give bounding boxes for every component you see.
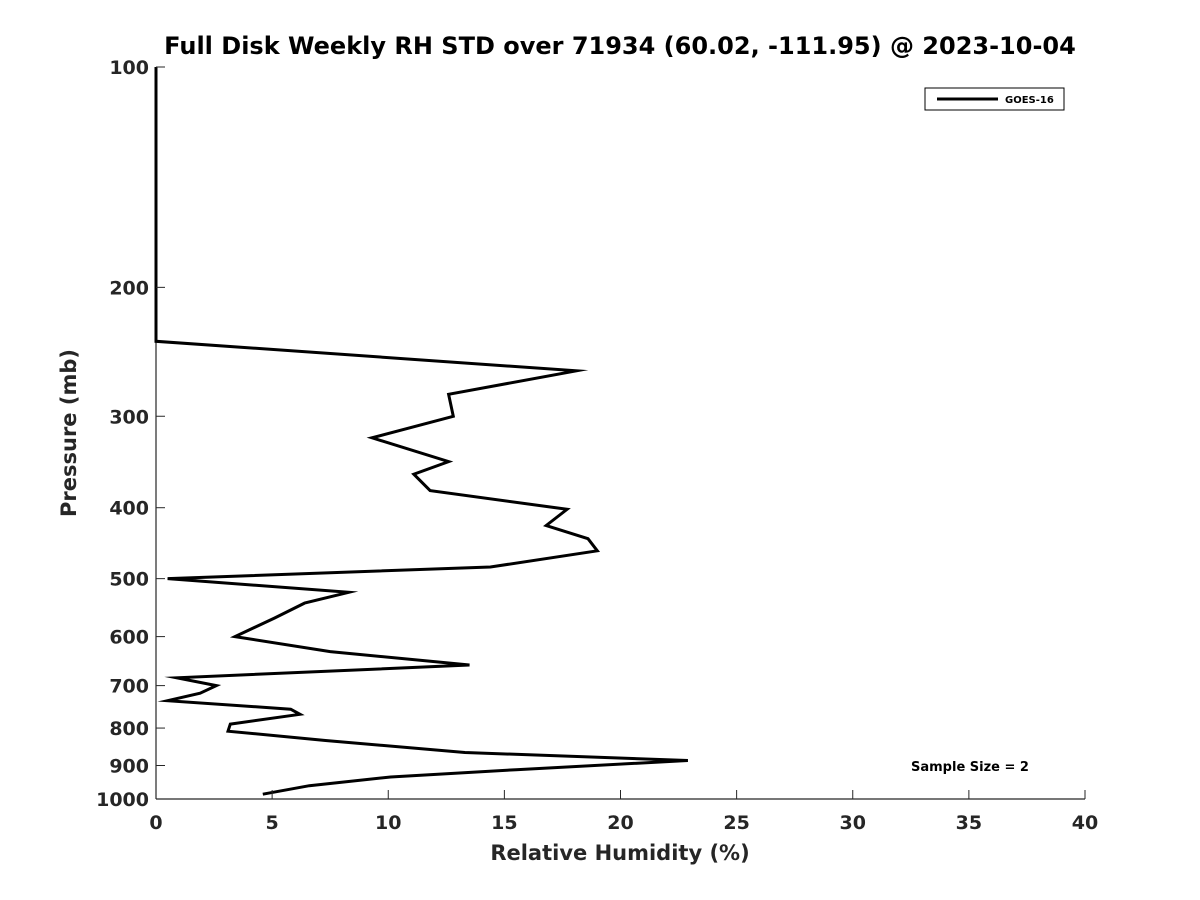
y-axis-label: Pressure (mb) bbox=[57, 349, 81, 517]
x-axis-label: Relative Humidity (%) bbox=[490, 841, 749, 865]
y-tick-label: 200 bbox=[109, 277, 149, 299]
y-tick-label: 800 bbox=[109, 718, 149, 740]
y-tick-label: 300 bbox=[109, 406, 149, 428]
y-tick-label: 500 bbox=[109, 569, 149, 591]
y-tick-label: 100 bbox=[109, 57, 149, 79]
y-tick-label: 700 bbox=[109, 676, 149, 698]
x-tick-label: 20 bbox=[607, 812, 633, 834]
x-tick-label: 0 bbox=[149, 812, 162, 834]
plot-area bbox=[154, 67, 1085, 800]
x-tick-label: 10 bbox=[375, 812, 401, 834]
legend: GOES-16 bbox=[924, 87, 1065, 111]
x-tick-label: 5 bbox=[266, 812, 279, 834]
x-tick-label: 40 bbox=[1072, 812, 1098, 834]
y-tick-label: 900 bbox=[109, 756, 149, 778]
y-tick-label: 600 bbox=[109, 627, 149, 649]
x-tick-label: 15 bbox=[491, 812, 517, 834]
x-tick-label: 35 bbox=[956, 812, 982, 834]
series-line-goes-16 bbox=[154, 67, 688, 796]
x-tick-label: 25 bbox=[723, 812, 749, 834]
sample-size-annotation: Sample Size = 2 bbox=[911, 760, 1029, 775]
y-axis-ticks: 100 200 300 400 500 600 700 800 900 1000 bbox=[96, 57, 165, 811]
y-tick-label: 1000 bbox=[96, 789, 149, 811]
chart-title: Full Disk Weekly RH STD over 71934 (60.0… bbox=[164, 32, 1076, 60]
x-axis-ticks: 0 5 10 15 20 25 30 35 40 bbox=[149, 790, 1098, 834]
x-tick-label: 30 bbox=[840, 812, 866, 834]
y-tick-label: 400 bbox=[109, 498, 149, 520]
legend-label-goes-16: GOES-16 bbox=[1005, 95, 1054, 106]
